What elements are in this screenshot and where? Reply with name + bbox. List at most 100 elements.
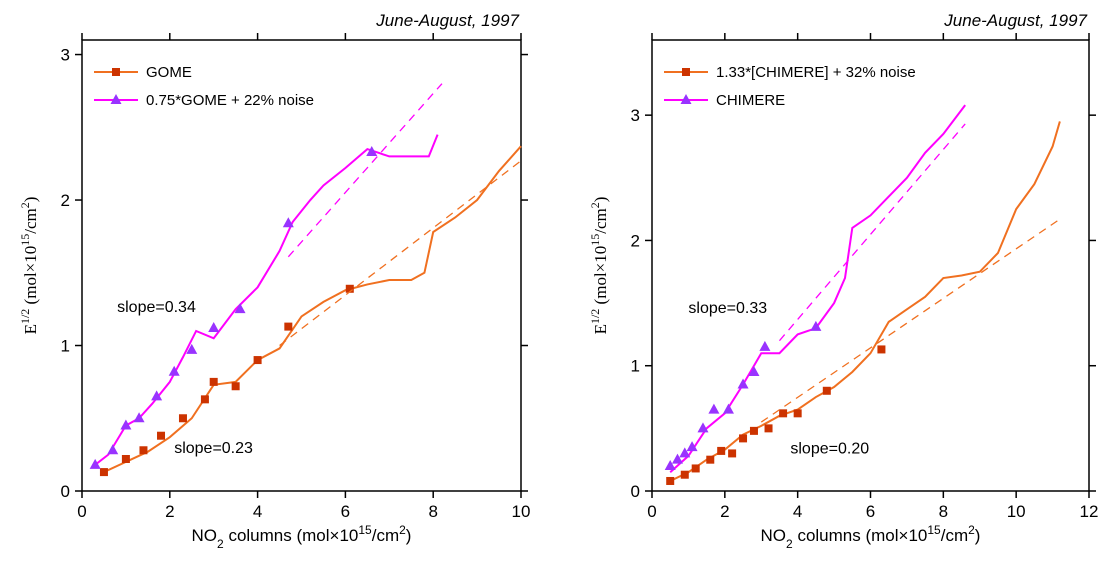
marker: [697, 422, 709, 433]
marker: [99, 468, 108, 477]
label-part: ): [406, 526, 412, 545]
label-part: 15: [358, 523, 372, 537]
marker: [680, 470, 689, 479]
legend-label: 1.33*[CHIMERE] + 32% noise: [716, 64, 916, 81]
x-tick-label: 12: [1080, 502, 1099, 521]
axis-label: E1/2 (mol×1015/cm2): [18, 197, 40, 335]
label-part: 1/2: [588, 309, 602, 324]
marker: [706, 455, 715, 464]
x-tick-label: 0: [647, 502, 656, 521]
marker: [666, 476, 675, 485]
axis-label: NO2 columns (mol×1015/cm2): [761, 523, 981, 551]
legend-label: CHIMERE: [716, 92, 785, 109]
label-part: NO: [192, 526, 218, 545]
fit-line: [778, 123, 966, 342]
label-part: (mol×10: [21, 246, 40, 309]
x-tick-label: 0: [77, 502, 86, 521]
y-tick-label: 2: [61, 191, 70, 210]
marker: [112, 68, 120, 76]
label-part: 15: [588, 234, 602, 246]
y-tick-label: 3: [631, 106, 640, 125]
axis-label: E1/2 (mol×1015/cm2): [588, 197, 610, 335]
y-tick-label: 0: [631, 482, 640, 501]
x-tick-label: 8: [939, 502, 948, 521]
marker: [89, 458, 101, 469]
marker: [764, 424, 773, 433]
marker: [679, 447, 691, 458]
x-tick-label: 8: [428, 502, 437, 521]
y-tick-label: 1: [61, 337, 70, 356]
x-tick-label: 10: [512, 502, 531, 521]
y-tick-label: 1: [631, 357, 640, 376]
label-part: /cm: [372, 526, 399, 545]
marker: [282, 217, 294, 228]
marker: [748, 365, 760, 376]
chart-title: June-August, 1997: [943, 11, 1087, 30]
x-tick-label: 4: [793, 502, 802, 521]
chart-title: June-August, 1997: [375, 11, 519, 30]
label-part: columns (mol×10: [224, 526, 359, 545]
series-line: [669, 104, 966, 473]
marker: [178, 414, 187, 423]
annotation: slope=0.23: [174, 440, 253, 457]
marker: [186, 343, 198, 354]
marker: [234, 303, 246, 314]
marker: [209, 377, 218, 386]
marker: [759, 340, 771, 351]
label-part: 2: [968, 523, 975, 537]
label-part: 2: [18, 202, 32, 208]
marker: [739, 434, 748, 443]
label-part: (mol×10: [591, 246, 610, 309]
marker: [200, 395, 209, 404]
marker: [877, 345, 886, 354]
marker: [691, 464, 700, 473]
marker: [231, 382, 240, 391]
legend-label: GOME: [146, 64, 192, 81]
fit-line: [287, 83, 443, 258]
x-tick-label: 10: [1007, 502, 1026, 521]
label-part: 1/2: [18, 309, 32, 324]
label-part: 15: [927, 523, 941, 537]
fit-line: [760, 218, 1061, 423]
label-part: E: [21, 324, 40, 334]
marker: [151, 390, 163, 401]
label-part: ): [21, 197, 40, 203]
x-tick-label: 4: [253, 502, 262, 521]
x-tick-label: 2: [165, 502, 174, 521]
marker: [253, 356, 262, 365]
marker: [107, 444, 119, 455]
marker: [722, 403, 734, 414]
marker: [810, 320, 822, 331]
label-part: ): [591, 197, 610, 203]
marker: [208, 322, 220, 333]
axis-label: NO2 columns (mol×1015/cm2): [192, 523, 412, 551]
marker: [157, 431, 166, 440]
label-part: columns (mol×10: [793, 526, 928, 545]
y-tick-label: 0: [61, 482, 70, 501]
marker: [664, 459, 676, 470]
label-part: /cm: [591, 208, 610, 234]
label-part: /cm: [941, 526, 968, 545]
series-line: [103, 145, 522, 473]
series-line: [94, 134, 439, 466]
annotation: slope=0.20: [790, 440, 869, 457]
y-tick-label: 3: [61, 46, 70, 65]
label-part: 15: [18, 234, 32, 246]
label-part: 2: [217, 537, 224, 551]
marker: [284, 322, 293, 331]
marker: [110, 94, 122, 104]
legend-label: 0.75*GOME + 22% noise: [146, 92, 314, 109]
y-tick-label: 2: [631, 231, 640, 250]
marker: [793, 409, 802, 418]
label-part: ): [975, 526, 981, 545]
marker: [671, 453, 683, 464]
marker: [121, 454, 130, 463]
marker: [728, 449, 737, 458]
marker: [680, 94, 692, 104]
x-tick-label: 6: [341, 502, 350, 521]
marker: [708, 403, 720, 414]
marker: [366, 146, 378, 157]
label-part: 2: [399, 523, 406, 537]
